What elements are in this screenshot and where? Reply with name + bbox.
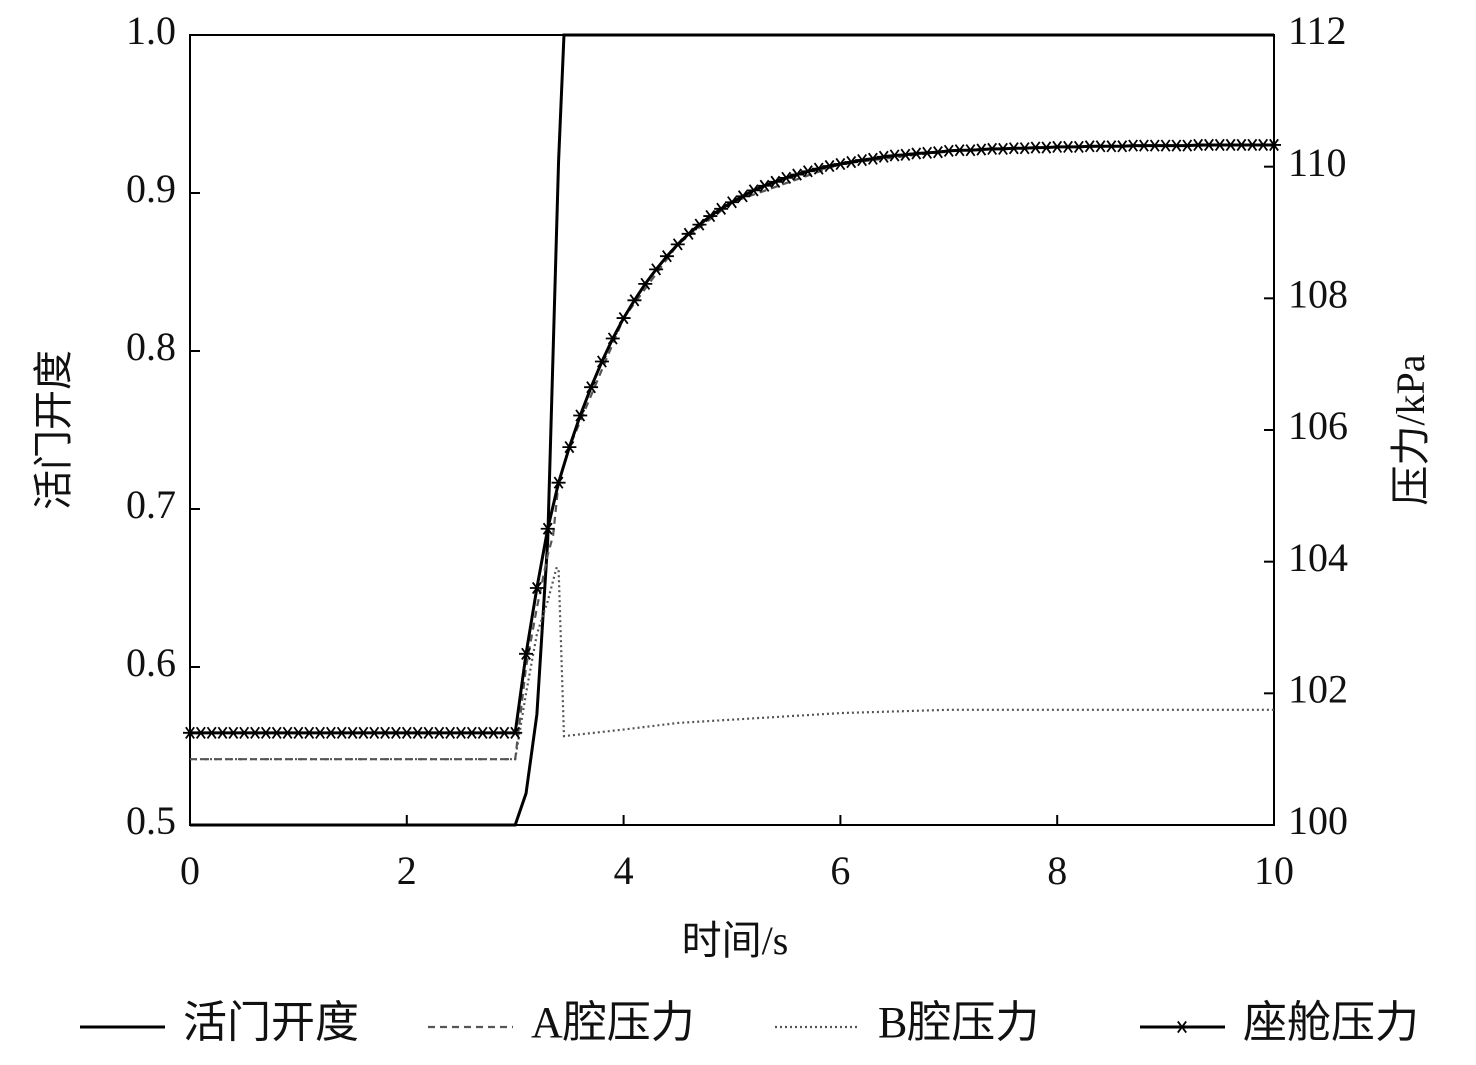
y-tick-label: 1.0	[126, 8, 176, 53]
series-line	[190, 33, 1274, 827]
series-line	[190, 567, 1274, 761]
data-marker	[519, 647, 534, 660]
data-marker	[779, 171, 794, 184]
y2-tick-label: 100	[1288, 798, 1348, 843]
data-marker	[681, 227, 696, 240]
data-marker	[930, 146, 945, 159]
data-marker	[800, 165, 815, 178]
y-tick-label: 0.8	[126, 324, 176, 369]
x-tick-label: 0	[180, 848, 200, 893]
data-marker	[649, 263, 664, 276]
data-marker	[790, 168, 805, 181]
data-marker	[638, 277, 653, 290]
data-marker	[811, 162, 826, 175]
x-tick-label: 6	[830, 848, 850, 893]
data-marker	[692, 218, 707, 231]
data-marker	[529, 581, 544, 595]
data-marker	[757, 179, 772, 192]
data-marker	[627, 294, 642, 307]
data-marker	[876, 150, 891, 163]
plot-frame	[189, 34, 1275, 826]
y2-tick-label: 110	[1288, 140, 1347, 185]
data-marker	[703, 209, 718, 223]
data-marker	[540, 522, 555, 535]
y2-tick-label: 104	[1288, 535, 1348, 580]
data-marker	[551, 476, 566, 489]
data-marker	[855, 153, 870, 167]
y2-tick-label: 106	[1288, 403, 1348, 448]
data-marker	[584, 381, 599, 394]
legend-label: 活门开度	[183, 998, 359, 1047]
series-line	[190, 143, 1275, 761]
data-marker	[746, 184, 761, 197]
y-tick-label: 0.7	[126, 482, 176, 527]
y-axis-label: 活门开度	[31, 350, 76, 510]
y-tick-label: 0.6	[126, 640, 176, 685]
data-marker	[865, 152, 880, 165]
y2-axis-label: 压力/kPa	[1388, 354, 1433, 505]
data-marker	[659, 250, 674, 263]
data-marker	[898, 148, 913, 161]
x-tick-label: 2	[397, 848, 417, 893]
data-marker	[714, 202, 729, 215]
x-tick-label: 10	[1254, 848, 1294, 893]
legend-label: A腔压力	[531, 998, 695, 1047]
x-axis-label: 时间/s	[682, 918, 789, 963]
data-marker	[562, 440, 577, 454]
x-tick-label: 4	[614, 848, 634, 893]
legend-label: B腔压力	[878, 998, 1039, 1047]
x-tick-label: 8	[1047, 848, 1067, 893]
data-marker	[508, 726, 523, 739]
data-marker	[594, 355, 609, 368]
data-marker	[768, 175, 783, 188]
y2-tick-label: 112	[1288, 8, 1347, 53]
y-tick-label: 0.9	[126, 166, 176, 211]
series-line	[190, 143, 1274, 735]
data-marker	[822, 159, 837, 173]
y-tick-label: 0.5	[126, 798, 176, 843]
data-marker	[605, 332, 620, 345]
legend-label: 座舱压力	[1243, 998, 1419, 1047]
data-marker	[735, 190, 750, 203]
y2-tick-label: 108	[1288, 272, 1348, 317]
data-marker	[844, 155, 859, 169]
y2-tick-label: 102	[1288, 667, 1348, 712]
data-marker	[725, 196, 739, 209]
data-marker	[573, 409, 588, 422]
data-marker	[1267, 138, 1281, 152]
data-marker	[616, 311, 631, 325]
legend-marker	[1175, 1020, 1189, 1034]
data-marker	[670, 238, 685, 251]
data-marker	[833, 157, 848, 171]
